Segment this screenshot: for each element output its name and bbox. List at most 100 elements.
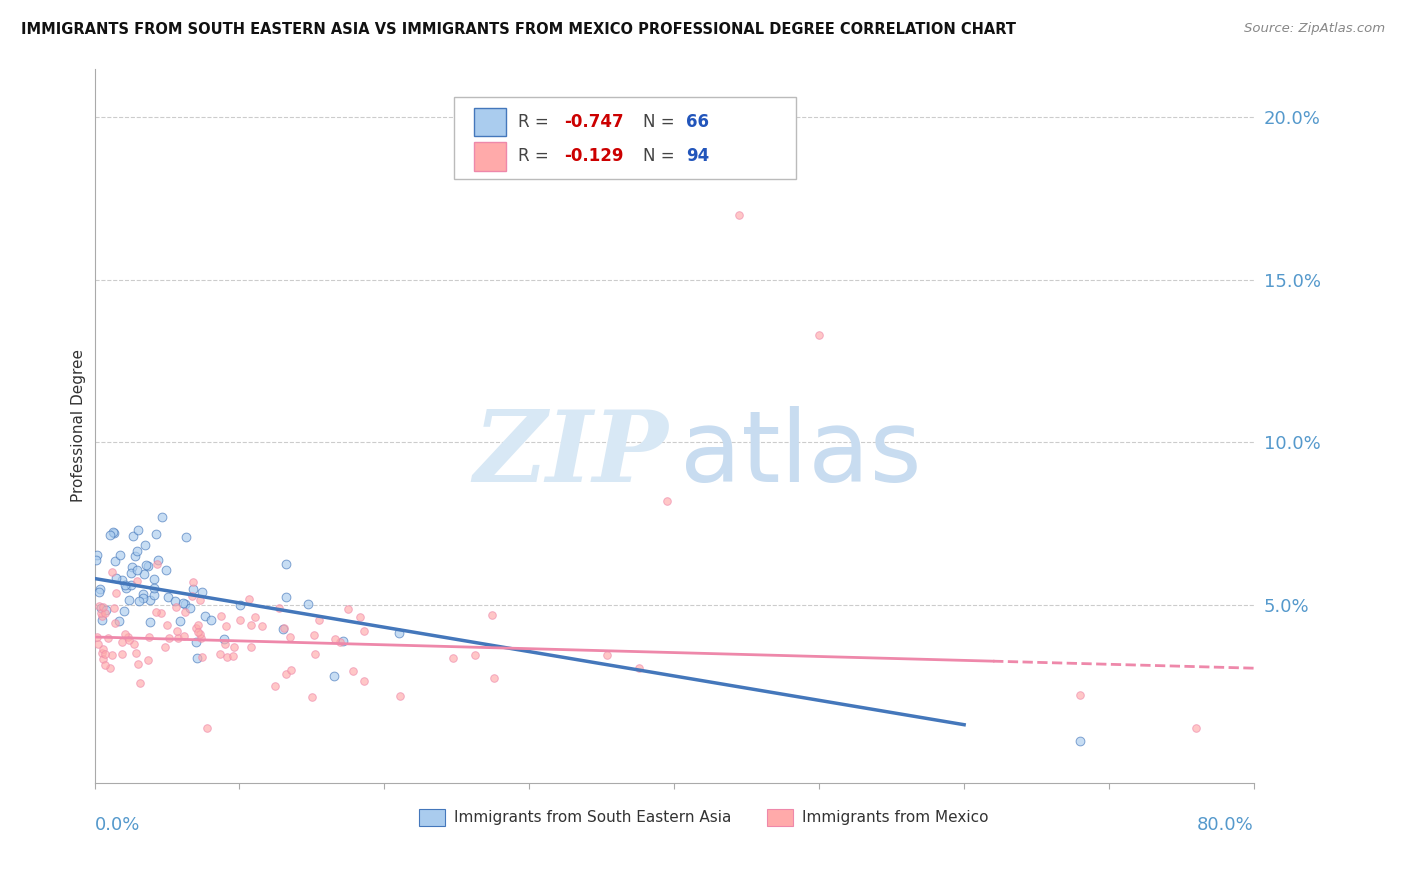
Point [808, 327, 831, 342]
Point [91, 652, 114, 666]
Point [179, 601, 201, 615]
Point [90, 601, 112, 615]
Point [728, 208, 751, 222]
Point [188, 593, 211, 607]
Text: 80.0%: 80.0% [1198, 815, 1254, 834]
Point [134, 538, 156, 552]
Point [118, 633, 141, 648]
Text: 94: 94 [686, 147, 709, 165]
Point [91, 641, 114, 656]
Point [127, 544, 149, 558]
Point [349, 609, 371, 624]
Point [150, 606, 173, 620]
Point [145, 557, 167, 571]
Point [100, 528, 122, 542]
Text: Immigrants from Mexico: Immigrants from Mexico [801, 810, 988, 825]
Point [156, 618, 179, 632]
Point [97, 631, 120, 645]
Point [481, 608, 503, 623]
Point [274, 666, 297, 681]
Point [90, 646, 112, 660]
Point [146, 553, 169, 567]
Point [441, 650, 464, 665]
Point [191, 584, 214, 599]
Point [114, 578, 136, 592]
Point [145, 605, 167, 619]
Point [103, 525, 125, 540]
Point [209, 608, 232, 623]
Point [157, 632, 180, 646]
Point [138, 630, 160, 644]
Point [222, 648, 245, 663]
Point [94, 648, 117, 662]
Point [139, 615, 162, 629]
Point [187, 625, 209, 640]
Point [239, 640, 262, 654]
Point [98, 660, 121, 674]
Text: IMMIGRANTS FROM SOUTH EASTERN ASIA VS IMMIGRANTS FROM MEXICO PROFESSIONAL DEGREE: IMMIGRANTS FROM SOUTH EASTERN ASIA VS IM… [21, 22, 1017, 37]
Point [129, 675, 152, 690]
Point [304, 647, 326, 661]
Point [104, 586, 127, 600]
Point [278, 630, 301, 644]
Point [190, 631, 212, 645]
Point [156, 590, 179, 604]
Point [127, 657, 149, 671]
Point [87, 637, 110, 651]
Point [269, 600, 291, 615]
Point [228, 599, 250, 613]
Text: R =: R = [517, 147, 554, 165]
Point [94, 603, 117, 617]
Point [276, 557, 298, 571]
Point [91, 609, 114, 624]
Point [89, 599, 111, 613]
Point [145, 526, 167, 541]
Bar [419, 809, 444, 826]
Point [183, 575, 205, 590]
Point [115, 581, 138, 595]
Point [238, 592, 260, 607]
Point [332, 634, 354, 648]
Point [118, 592, 141, 607]
Point [222, 640, 245, 655]
Point [104, 554, 127, 568]
Text: 0.0%: 0.0% [94, 815, 141, 834]
Point [301, 690, 323, 705]
Point [125, 563, 148, 577]
Point [150, 509, 173, 524]
Point [215, 619, 238, 633]
Point [101, 648, 124, 662]
Point [342, 664, 364, 678]
Point [184, 635, 207, 649]
Point [174, 597, 197, 611]
Point [273, 622, 295, 636]
Point [188, 627, 211, 641]
Point [1185, 721, 1208, 735]
Bar [474, 142, 506, 170]
Point [464, 648, 486, 663]
Point [388, 690, 411, 704]
Point [138, 558, 160, 573]
Text: -0.129: -0.129 [564, 147, 624, 165]
Point [86, 548, 108, 562]
Point [186, 650, 208, 665]
Point [628, 661, 651, 675]
Text: -0.747: -0.747 [564, 113, 624, 131]
Point [173, 629, 195, 643]
Point [187, 617, 209, 632]
Point [274, 590, 297, 604]
Point [111, 647, 134, 661]
Point [94, 657, 117, 672]
Bar [768, 809, 793, 826]
Point [190, 650, 212, 665]
Point [132, 567, 155, 582]
Text: N =: N = [643, 147, 681, 165]
Point [172, 596, 194, 610]
Point [86, 630, 108, 644]
Point [353, 673, 375, 688]
Point [84, 553, 107, 567]
Point [89, 582, 111, 596]
FancyBboxPatch shape [454, 97, 796, 179]
Point [163, 594, 186, 608]
Point [336, 601, 359, 615]
